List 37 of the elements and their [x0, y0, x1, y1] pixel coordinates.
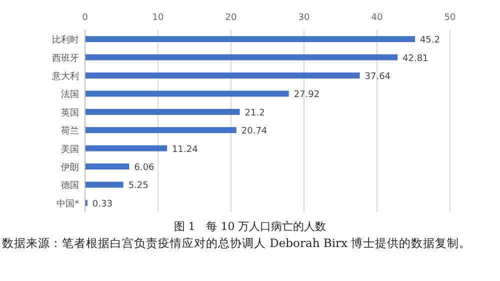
bar: [85, 90, 289, 97]
y-tick-label: 西班牙: [52, 52, 79, 64]
y-tick-label: 法国: [61, 89, 79, 100]
y-tick-label: 中国*: [56, 198, 80, 210]
x-tick-label: 40: [371, 13, 383, 23]
bar: [85, 164, 130, 170]
data-label: 21.2: [244, 108, 265, 118]
bar: [85, 127, 236, 134]
bar: [85, 54, 398, 60]
y-tick-label: 荷兰: [61, 126, 79, 137]
bar: [85, 72, 360, 78]
y-tick-label: 英国: [61, 107, 79, 118]
x-tick-label: 20: [225, 13, 237, 23]
data-label: 11.24: [172, 144, 198, 155]
data-label: 37.64: [364, 72, 391, 82]
y-tick-label: 意大利: [51, 71, 79, 82]
x-tick-label: 30: [298, 13, 310, 23]
bar: [85, 108, 240, 115]
source-note: 数据来源：笔者根据白宫负责疫情应对的总协调人 Deborah Birx 博士提供的数据复制。: [2, 235, 472, 252]
data-label: 0.33: [92, 199, 112, 210]
x-tick-label: 0: [82, 13, 88, 23]
y-tick-label: 德国: [61, 180, 79, 192]
bar: [85, 182, 124, 188]
data-label: 20.74: [241, 126, 268, 137]
y-tick-label: 比利时: [52, 34, 79, 46]
bar: [85, 36, 415, 42]
x-tick-label: 50: [444, 13, 456, 23]
x-tick-label: 10: [152, 13, 164, 23]
y-tick-label: 美国: [61, 144, 79, 155]
bar: [85, 145, 168, 152]
y-tick-label: 伊朗: [61, 162, 79, 173]
data-label: 6.06: [134, 163, 155, 173]
data-label: 45.2: [420, 36, 440, 46]
text: 图 1 每 10 万人口病亡的人数: [174, 220, 326, 233]
data-label: 42.81: [402, 54, 428, 64]
data-label: 27.92: [294, 90, 320, 100]
data-label: 5.25: [128, 181, 148, 192]
